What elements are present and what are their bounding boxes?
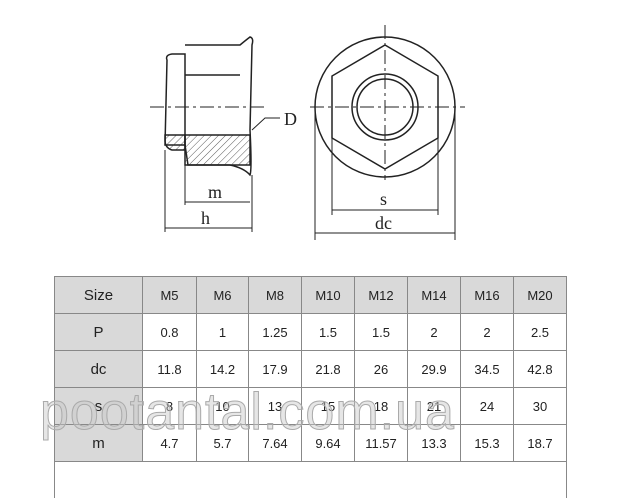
cell: 5.7 — [197, 425, 249, 462]
cell: 15 — [302, 388, 355, 425]
front-view — [310, 25, 465, 240]
cell: 2 — [408, 314, 461, 351]
cell: 13.3 — [408, 425, 461, 462]
header-cell: Size — [55, 277, 143, 314]
label-dc: dc — [375, 213, 392, 233]
cell: 21 — [408, 388, 461, 425]
header-cell: M8 — [249, 277, 302, 314]
cell: 34.5 — [461, 351, 514, 388]
header-cell: M5 — [143, 277, 197, 314]
label-d: D — [284, 109, 297, 129]
cell: 26 — [355, 351, 408, 388]
cell: 17.9 — [249, 351, 302, 388]
cell: 10 — [197, 388, 249, 425]
table-row-empty — [55, 462, 567, 498]
cell: 21.8 — [302, 351, 355, 388]
side-view — [150, 37, 280, 232]
cell: 0.8 — [143, 314, 197, 351]
cell: 18 — [355, 388, 408, 425]
cell: 4.7 — [143, 425, 197, 462]
cell: 42.8 — [514, 351, 567, 388]
row-label: P — [55, 314, 143, 351]
cell: 11.57 — [355, 425, 408, 462]
label-s: s — [380, 189, 387, 209]
cell: 24 — [461, 388, 514, 425]
header-cell: M12 — [355, 277, 408, 314]
cell: 1.5 — [355, 314, 408, 351]
label-h: h — [201, 208, 210, 228]
cell: 29.9 — [408, 351, 461, 388]
cell: 1.5 — [302, 314, 355, 351]
header-cell: M20 — [514, 277, 567, 314]
row-label: s — [55, 388, 143, 425]
header-cell: M14 — [408, 277, 461, 314]
cell: 13 — [249, 388, 302, 425]
d-leader-line — [252, 118, 280, 130]
cell: 2 — [461, 314, 514, 351]
cell: 7.64 — [249, 425, 302, 462]
header-cell: M16 — [461, 277, 514, 314]
header-cell: M10 — [302, 277, 355, 314]
cell: 18.7 — [514, 425, 567, 462]
cell: 1 — [197, 314, 249, 351]
header-cell: M6 — [197, 277, 249, 314]
cell: 30 — [514, 388, 567, 425]
cell: 15.3 — [461, 425, 514, 462]
label-m: m — [208, 182, 222, 202]
cell: 11.8 — [143, 351, 197, 388]
nut-drawing: D m h s dc — [0, 0, 640, 270]
cell: 2.5 — [514, 314, 567, 351]
header-row: Size M5 M6 M8 M10 M12 M14 M16 M20 — [55, 277, 567, 314]
cell: 8 — [143, 388, 197, 425]
cell: 9.64 — [302, 425, 355, 462]
cell: 14.2 — [197, 351, 249, 388]
cell: 1.25 — [249, 314, 302, 351]
row-label: dc — [55, 351, 143, 388]
row-label: m — [55, 425, 143, 462]
